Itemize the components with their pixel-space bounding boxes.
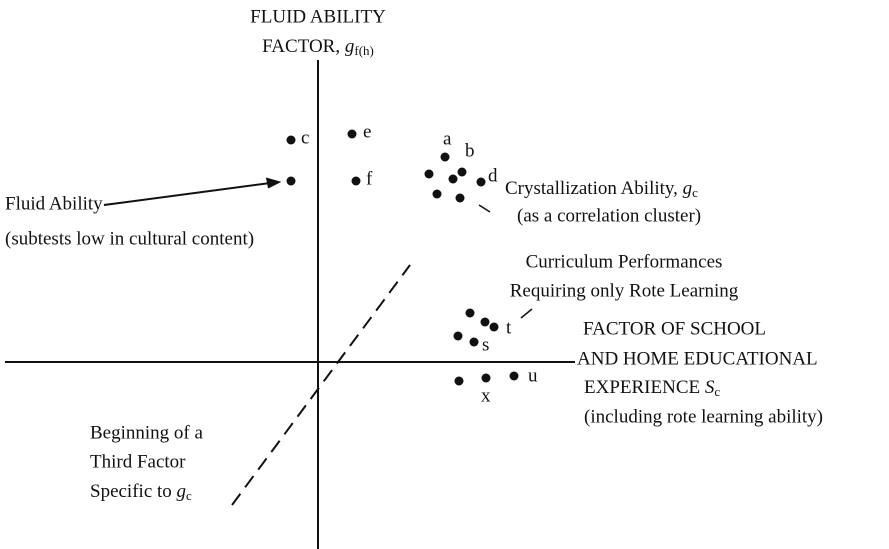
arrow	[478, 204, 491, 213]
point-label: f	[366, 168, 373, 189]
rote-label: Curriculum Performances	[526, 251, 723, 272]
arrow	[103, 181, 279, 206]
third-label: Beginning of a	[90, 422, 203, 443]
point-label: s	[482, 334, 489, 355]
third-factor-line	[231, 264, 411, 506]
point-label: x	[481, 385, 491, 406]
fluid-label: Fluid Ability	[5, 193, 103, 214]
x-axis-label: EXPERIENCE Sc	[584, 377, 720, 399]
point-label: t	[506, 317, 512, 338]
point-label: e	[363, 121, 371, 142]
x-axis-label: AND HOME EDUCATIONAL	[577, 348, 818, 369]
point-label: u	[528, 365, 538, 386]
fluid-label: (subtests low in cultural content)	[5, 228, 254, 249]
point-label: b	[465, 140, 475, 161]
third-label: Third Factor	[90, 451, 186, 472]
x-axis-label: (including rote learning ability)	[584, 406, 823, 427]
third-label: Specific to gc	[90, 481, 192, 503]
point-label: a	[443, 128, 452, 149]
arrow	[520, 308, 533, 319]
arrow-head	[265, 177, 282, 189]
crystallized-label: (as a correlation cluster)	[517, 205, 701, 226]
rote-label: Requiring only Rote Learning	[510, 280, 739, 301]
crystallized-label: Crystallization Ability, gc	[505, 178, 698, 200]
x-axis-label: FACTOR OF SCHOOL	[583, 318, 766, 339]
y-axis-label: FACTOR, gf(h)	[262, 36, 374, 58]
y-axis-label: FLUID ABILITY	[250, 6, 386, 27]
point-label: c	[301, 127, 309, 148]
point-label: d	[488, 165, 498, 186]
dots	[286, 129, 519, 386]
